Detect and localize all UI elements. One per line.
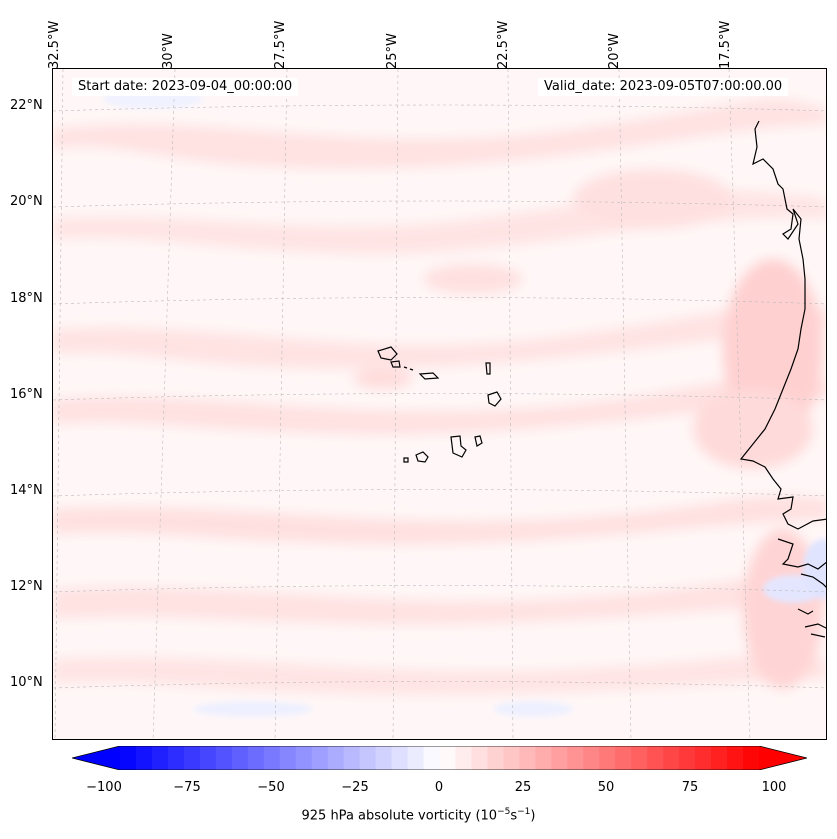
colorbar-cell bbox=[743, 746, 760, 770]
colorbar-cell bbox=[423, 746, 440, 770]
colorbar-cell bbox=[407, 746, 425, 770]
colorbar-tick: 50 bbox=[597, 780, 615, 795]
colorbar-cell bbox=[631, 746, 648, 770]
lon-label-17-5w: 17.5°W bbox=[718, 20, 733, 69]
colorbar-cell bbox=[471, 746, 488, 770]
colorbar-cell bbox=[231, 746, 249, 770]
colorbar-extend-min bbox=[72, 746, 120, 770]
colorbar-cell bbox=[135, 746, 153, 770]
colorbar-cell bbox=[535, 746, 552, 770]
colorbar-cell bbox=[167, 746, 185, 770]
valid-date-label: Valid_date: 2023-09-05T07:00:00.00 bbox=[538, 78, 789, 96]
lat-label-20n: 20°N bbox=[10, 194, 43, 209]
graticule bbox=[53, 69, 826, 739]
lat-label-10n: 10°N bbox=[10, 675, 43, 690]
map-frame bbox=[52, 68, 827, 740]
start-date-label: Start date: 2023-09-04_00:00:00 bbox=[72, 78, 299, 96]
lon-label-20w: 20°W bbox=[607, 33, 622, 69]
africa-coastline bbox=[739, 120, 826, 530]
colorbar-cell bbox=[711, 746, 728, 770]
colorbar-cell bbox=[359, 746, 377, 770]
colorbar-tick: 25 bbox=[514, 780, 532, 795]
colorbar-cell bbox=[391, 746, 409, 770]
colorbar-cell bbox=[583, 746, 600, 770]
lat-label-12n: 12°N bbox=[10, 579, 43, 594]
colorbar-cell bbox=[183, 746, 201, 770]
colorbar-cell bbox=[455, 746, 472, 770]
guinea-coastline bbox=[777, 538, 826, 638]
colorbar-cell bbox=[695, 746, 712, 770]
colorbar-cell bbox=[279, 746, 297, 770]
colorbar-cell bbox=[151, 746, 169, 770]
colorbar-tick: −100 bbox=[86, 780, 122, 795]
colorbar-cell bbox=[375, 746, 393, 770]
colorbar-cell bbox=[519, 746, 536, 770]
colorbar-cell bbox=[663, 746, 680, 770]
colorbar-cell bbox=[647, 746, 664, 770]
lat-label-22n: 22°N bbox=[10, 98, 43, 113]
colorbar-tick: −50 bbox=[257, 780, 285, 795]
colorbar-tick: 100 bbox=[761, 780, 787, 795]
vorticity-map bbox=[53, 69, 826, 739]
colorbar-cell bbox=[615, 746, 632, 770]
vorticity-streaks bbox=[53, 98, 826, 696]
colorbar-cell bbox=[439, 746, 456, 770]
colorbar-cell bbox=[567, 746, 584, 770]
colorbar-cell bbox=[215, 746, 233, 770]
colorbar-cell bbox=[343, 746, 361, 770]
lon-label-22-5w: 22.5°W bbox=[496, 20, 511, 69]
lon-label-32-5w: 32.5°W bbox=[47, 20, 62, 69]
colorbar-cell bbox=[679, 746, 696, 770]
colorbar-cell bbox=[295, 746, 313, 770]
colorbar-cell bbox=[551, 746, 568, 770]
colorbar-cell bbox=[503, 746, 520, 770]
lon-label-25w: 25°W bbox=[385, 33, 400, 69]
cape-verde-islands bbox=[377, 346, 502, 463]
lat-label-18n: 18°N bbox=[10, 291, 43, 306]
lat-label-16n: 16°N bbox=[10, 387, 43, 402]
colorbar-tick: −75 bbox=[173, 780, 201, 795]
colorbar-cell bbox=[311, 746, 329, 770]
colorbar-cell bbox=[487, 746, 504, 770]
colorbar-label: 925 hPa absolute vorticity (10−5s−1) bbox=[301, 807, 536, 824]
colorbar-cell bbox=[199, 746, 217, 770]
colorbar-cell bbox=[599, 746, 616, 770]
colorbar bbox=[72, 746, 807, 770]
lon-label-30w: 30°W bbox=[161, 33, 176, 69]
colorbar-cell bbox=[263, 746, 281, 770]
colorbar-cells bbox=[72, 746, 807, 770]
colorbar-cell bbox=[327, 746, 345, 770]
lat-label-14n: 14°N bbox=[10, 483, 43, 498]
colorbar-cell bbox=[120, 746, 137, 770]
colorbar-tick: 75 bbox=[681, 780, 699, 795]
colorbar-tick: −25 bbox=[341, 780, 369, 795]
colorbar-cell bbox=[247, 746, 265, 770]
colorbar-extend-max bbox=[759, 746, 807, 770]
colorbar-cell bbox=[727, 746, 744, 770]
colorbar-tick: 0 bbox=[434, 780, 444, 795]
lon-label-27-5w: 27.5°W bbox=[273, 20, 288, 69]
